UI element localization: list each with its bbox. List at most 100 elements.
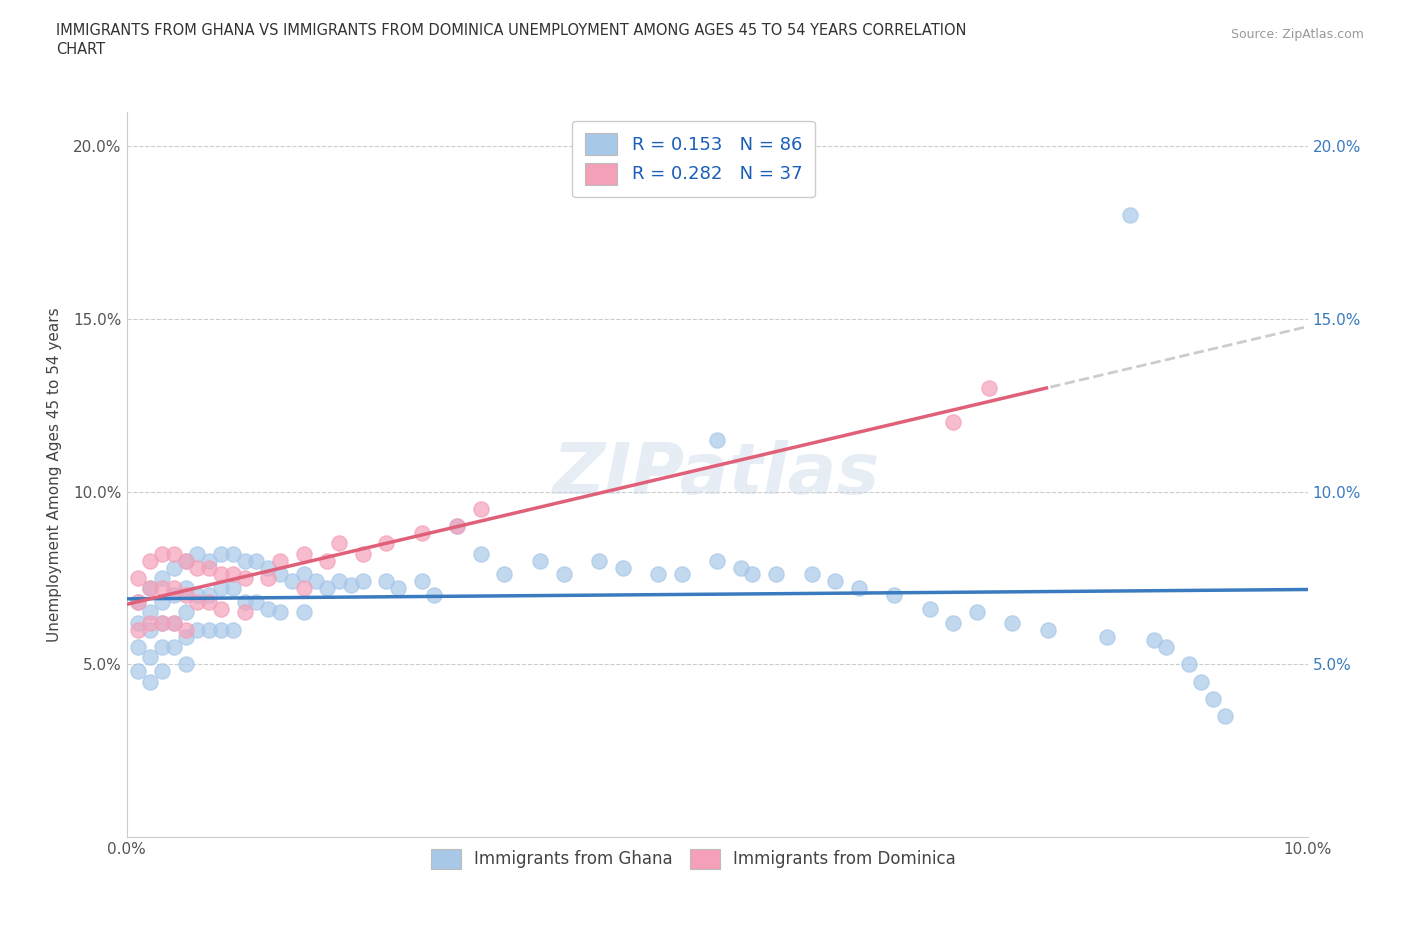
Y-axis label: Unemployment Among Ages 45 to 54 years: Unemployment Among Ages 45 to 54 years — [48, 307, 62, 642]
Point — [150, 570, 173, 585]
Point — [198, 594, 221, 609]
Point — [198, 553, 221, 568]
Point — [765, 567, 787, 582]
Point — [150, 581, 173, 596]
Text: Source: ZipAtlas.com: Source: ZipAtlas.com — [1230, 28, 1364, 41]
Point — [150, 594, 173, 609]
Point — [186, 546, 208, 561]
Point — [824, 574, 846, 589]
Point — [174, 581, 197, 596]
Point — [411, 574, 433, 589]
Point — [647, 567, 669, 582]
Point — [316, 553, 339, 568]
Point — [1143, 632, 1166, 647]
Point — [446, 519, 468, 534]
Point — [1095, 630, 1118, 644]
Point — [174, 553, 197, 568]
Point — [222, 546, 245, 561]
Legend: Immigrants from Ghana, Immigrants from Dominica: Immigrants from Ghana, Immigrants from D… — [425, 843, 963, 876]
Point — [209, 546, 232, 561]
Point — [233, 605, 256, 620]
Point — [186, 560, 208, 575]
Point — [127, 594, 149, 609]
Point — [800, 567, 823, 582]
Point — [470, 546, 492, 561]
Point — [411, 525, 433, 540]
Point — [139, 622, 162, 637]
Point — [127, 616, 149, 631]
Point — [1213, 709, 1236, 724]
Point — [422, 588, 444, 603]
Point — [198, 622, 221, 637]
Point — [281, 574, 304, 589]
Point — [163, 616, 186, 631]
Point — [163, 560, 186, 575]
Point — [918, 602, 941, 617]
Point — [741, 567, 763, 582]
Point — [174, 622, 197, 637]
Point — [387, 581, 409, 596]
Point — [671, 567, 693, 582]
Point — [150, 664, 173, 679]
Point — [139, 650, 162, 665]
Point — [174, 657, 197, 671]
Point — [139, 553, 162, 568]
Point — [446, 519, 468, 534]
Point — [245, 594, 267, 609]
Point — [127, 622, 149, 637]
Point — [328, 536, 350, 551]
Point — [1036, 622, 1059, 637]
Point — [316, 581, 339, 596]
Point — [1178, 657, 1201, 671]
Point — [257, 602, 280, 617]
Point — [198, 588, 221, 603]
Point — [1001, 616, 1024, 631]
Point — [553, 567, 575, 582]
Point — [139, 616, 162, 631]
Point — [304, 574, 326, 589]
Text: CHART: CHART — [56, 42, 105, 57]
Point — [292, 546, 315, 561]
Point — [150, 616, 173, 631]
Point — [209, 602, 232, 617]
Point — [222, 567, 245, 582]
Point — [269, 567, 291, 582]
Point — [139, 605, 162, 620]
Point — [198, 560, 221, 575]
Point — [174, 605, 197, 620]
Point — [139, 581, 162, 596]
Point — [233, 594, 256, 609]
Point — [588, 553, 610, 568]
Point — [127, 570, 149, 585]
Point — [706, 432, 728, 447]
Point — [233, 570, 256, 585]
Point — [150, 640, 173, 655]
Point — [883, 588, 905, 603]
Point — [222, 622, 245, 637]
Point — [529, 553, 551, 568]
Point — [233, 553, 256, 568]
Point — [245, 553, 267, 568]
Point — [139, 674, 162, 689]
Point — [848, 581, 870, 596]
Point — [163, 546, 186, 561]
Point — [269, 605, 291, 620]
Point — [209, 567, 232, 582]
Point — [222, 581, 245, 596]
Text: IMMIGRANTS FROM GHANA VS IMMIGRANTS FROM DOMINICA UNEMPLOYMENT AMONG AGES 45 TO : IMMIGRANTS FROM GHANA VS IMMIGRANTS FROM… — [56, 23, 967, 38]
Point — [163, 588, 186, 603]
Point — [174, 588, 197, 603]
Point — [977, 380, 1000, 395]
Point — [163, 640, 186, 655]
Point — [257, 570, 280, 585]
Point — [328, 574, 350, 589]
Point — [127, 640, 149, 655]
Point — [163, 581, 186, 596]
Point — [494, 567, 516, 582]
Point — [966, 605, 988, 620]
Text: ZIPatlas: ZIPatlas — [554, 440, 880, 509]
Point — [127, 664, 149, 679]
Point — [1119, 207, 1142, 222]
Point — [174, 630, 197, 644]
Point — [269, 553, 291, 568]
